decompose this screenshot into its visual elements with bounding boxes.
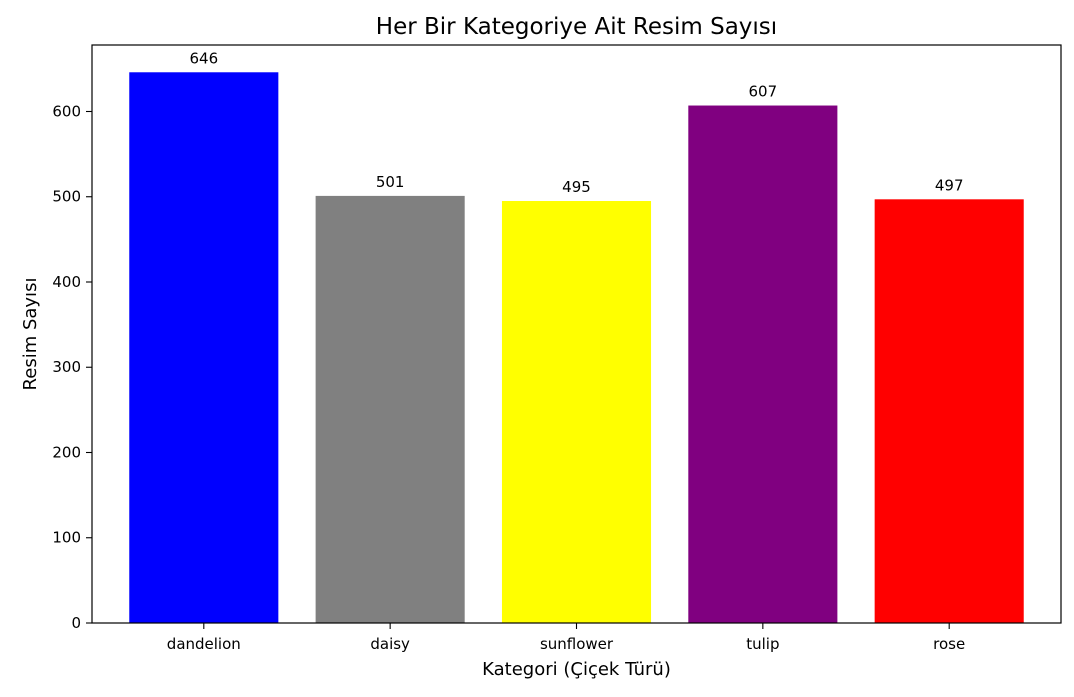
y-axis: 0 100 200 300 400 500 600	[52, 102, 92, 632]
y-tick-label: 200	[52, 443, 81, 461]
bar-daisy	[315, 195, 465, 623]
data-label-daisy: 501	[376, 173, 405, 191]
data-label-rose: 497	[935, 176, 964, 194]
bars	[129, 72, 1024, 624]
x-tick-label-rose: rose	[933, 635, 965, 653]
y-tick-label: 100	[52, 529, 81, 547]
bar-dandelion	[129, 72, 279, 624]
y-tick-label: 400	[52, 273, 81, 291]
x-tick-label-dandelion: dandelion	[167, 635, 241, 653]
x-axis-title: Kategori (Çiçek Türü)	[482, 659, 671, 680]
y-tick-label: 0	[71, 614, 81, 632]
data-labels: 646 501 495 607 497	[189, 49, 963, 196]
y-tick-label: 300	[52, 358, 81, 376]
x-axis: dandelion daisy sunflower tulip rose	[167, 623, 965, 653]
y-tick-label: 500	[52, 188, 81, 206]
data-label-sunflower: 495	[562, 178, 591, 196]
y-axis-title: Resim Sayısı	[20, 278, 41, 391]
x-tick-label-tulip: tulip	[746, 635, 779, 653]
bar-rose	[874, 199, 1024, 623]
y-tick-label: 600	[52, 102, 81, 120]
chart-title: Her Bir Kategoriye Ait Resim Sayısı	[376, 14, 777, 40]
bar-tulip	[688, 105, 838, 624]
x-tick-label-daisy: daisy	[370, 635, 410, 653]
data-label-tulip: 607	[749, 83, 778, 101]
bar-sunflower	[501, 201, 652, 623]
data-label-dandelion: 646	[189, 49, 218, 67]
x-tick-label-sunflower: sunflower	[540, 635, 614, 653]
